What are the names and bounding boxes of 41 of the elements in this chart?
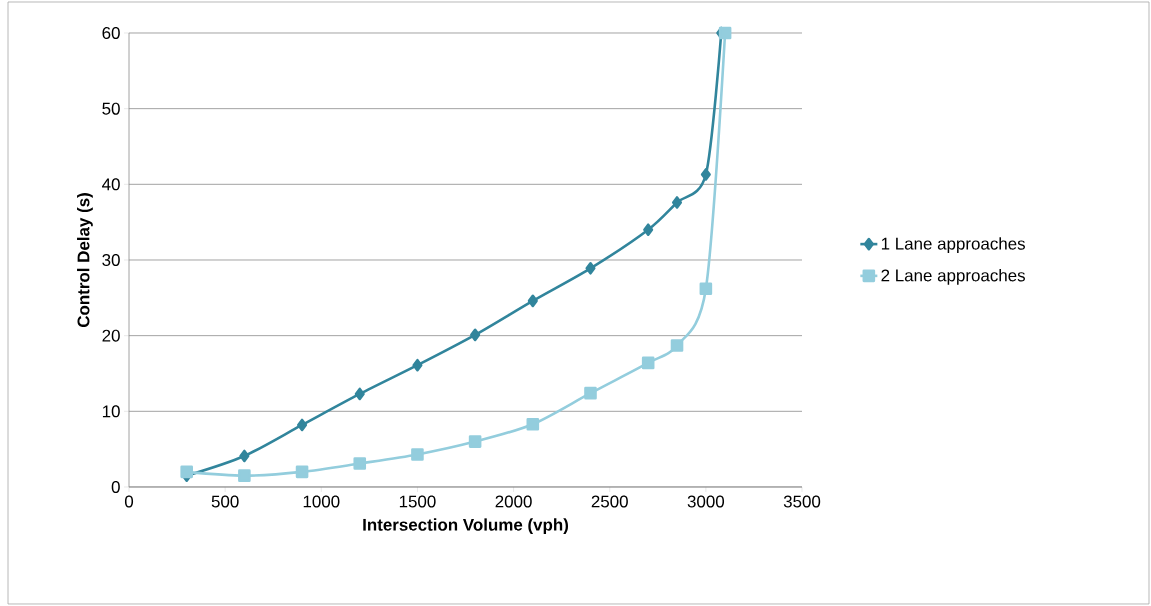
y-tick-label: 60 [102,26,120,39]
point [527,294,538,308]
point [718,26,732,40]
y-tick-label: 0 [111,480,120,493]
y-axis-title: Control Delay (s) [77,193,93,328]
point [671,196,683,209]
point [526,417,540,431]
x-axis-title: Intersection Volume (vph) [363,518,569,535]
point [700,168,711,181]
y-tick-label: 40 [102,178,120,191]
x-tick-label: 1000 [303,495,340,508]
point [353,457,367,470]
point [354,387,365,401]
point [238,469,251,482]
point [643,223,654,237]
x-tick-label: 3500 [783,495,821,508]
point [295,465,309,479]
y-tick-label: 10 [102,405,120,418]
point [468,435,482,448]
point [699,282,713,296]
y-tick-label: 30 [102,253,120,266]
x-tick-label: 3000 [687,495,725,508]
x-tick-label: 1500 [399,495,436,508]
point [180,465,193,479]
x-tick-label: 2000 [495,495,532,508]
point [470,328,481,342]
y-tick-label: 50 [102,102,120,115]
x-tick-label: 0 [124,495,134,508]
legend-label: 1 Lane approaches [881,237,1025,254]
point [641,356,655,370]
point [670,339,684,352]
x-tick-label: 2500 [591,495,628,508]
point [411,448,424,461]
y-tick-label: 20 [102,329,120,342]
point [585,262,596,275]
x-tick-label: 500 [211,495,239,508]
point [239,449,250,463]
point [297,418,308,432]
legend-label: 2 Lane approaches [881,268,1025,285]
point [584,386,597,400]
point [412,358,423,372]
